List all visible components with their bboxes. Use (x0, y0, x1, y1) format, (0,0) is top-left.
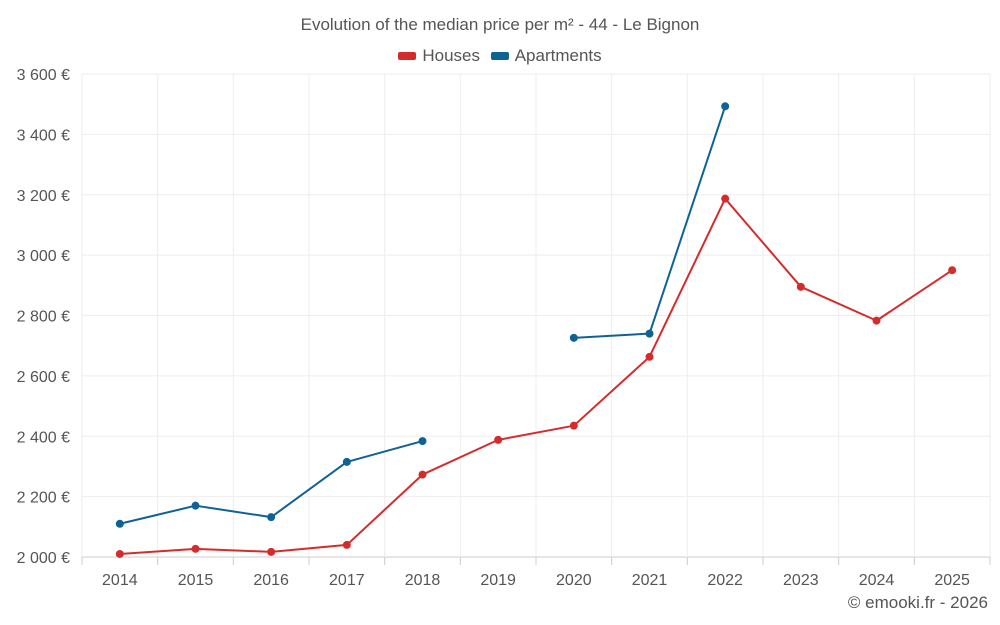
x-tick-label: 2021 (632, 572, 668, 589)
x-tick-label: 2016 (253, 572, 289, 589)
data-point-apartments (645, 329, 654, 338)
legend-item-apartments[interactable]: Apartments (490, 46, 602, 66)
data-point-houses (645, 352, 654, 361)
data-point-houses (267, 547, 276, 556)
y-tick-label: 2 200 € (17, 490, 70, 507)
data-point-houses (342, 540, 351, 549)
x-tick-label: 2019 (480, 572, 516, 589)
x-tick-label: 2017 (329, 572, 365, 589)
chart-title: Evolution of the median price per m² - 4… (300, 15, 700, 34)
data-point-houses (721, 194, 730, 203)
data-point-houses (569, 421, 578, 430)
y-tick-label: 3 200 € (17, 188, 70, 205)
data-point-houses (418, 470, 427, 479)
y-tick-label: 3 600 € (17, 67, 70, 84)
legend-label-houses: Houses (422, 46, 480, 65)
data-point-apartments (721, 102, 730, 111)
y-tick-label: 2 400 € (17, 429, 70, 446)
data-point-houses (948, 266, 957, 275)
legend-swatch-apartments (490, 52, 509, 60)
data-point-apartments (569, 333, 578, 342)
credit-text: © emooki.fr - 2026 (847, 593, 988, 612)
data-point-apartments (115, 519, 124, 528)
x-tick-label: 2025 (934, 572, 970, 589)
data-point-apartments (267, 513, 276, 522)
x-tick-label: 2020 (556, 572, 592, 589)
x-tick-label: 2024 (859, 572, 895, 589)
data-point-houses (191, 544, 200, 553)
y-tick-label: 2 000 € (17, 550, 70, 567)
series-line-houses (119, 197, 953, 555)
legend-item-houses[interactable]: Houses (398, 46, 480, 66)
y-tick-label: 2 600 € (17, 369, 70, 386)
y-tick-label: 2 800 € (17, 309, 70, 326)
x-tick-label: 2018 (405, 572, 441, 589)
legend-label-apartments: Apartments (514, 46, 602, 65)
data-point-apartments (191, 501, 200, 510)
data-point-houses (872, 316, 881, 325)
series-line-apartments (573, 105, 727, 339)
data-point-houses (796, 282, 805, 291)
legend-swatch-houses (398, 52, 417, 60)
x-tick-label: 2023 (783, 572, 819, 589)
y-tick-label: 3 400 € (17, 127, 70, 144)
y-tick-label: 3 000 € (17, 248, 70, 265)
data-point-houses (494, 435, 503, 444)
data-point-apartments (342, 457, 351, 466)
data-point-houses (115, 549, 124, 558)
legend: Houses Apartments (0, 45, 1000, 66)
x-tick-label: 2015 (178, 572, 214, 589)
data-point-apartments (418, 437, 427, 446)
x-tick-label: 2022 (707, 572, 743, 589)
x-tick-label: 2014 (102, 572, 138, 589)
series-line-apartments (119, 440, 423, 525)
